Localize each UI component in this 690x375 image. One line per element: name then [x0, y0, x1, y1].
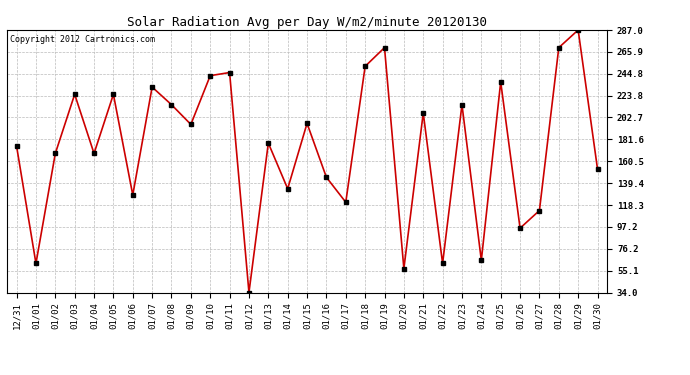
Text: Copyright 2012 Cartronics.com: Copyright 2012 Cartronics.com — [10, 35, 155, 44]
Title: Solar Radiation Avg per Day W/m2/minute 20120130: Solar Radiation Avg per Day W/m2/minute … — [127, 16, 487, 29]
